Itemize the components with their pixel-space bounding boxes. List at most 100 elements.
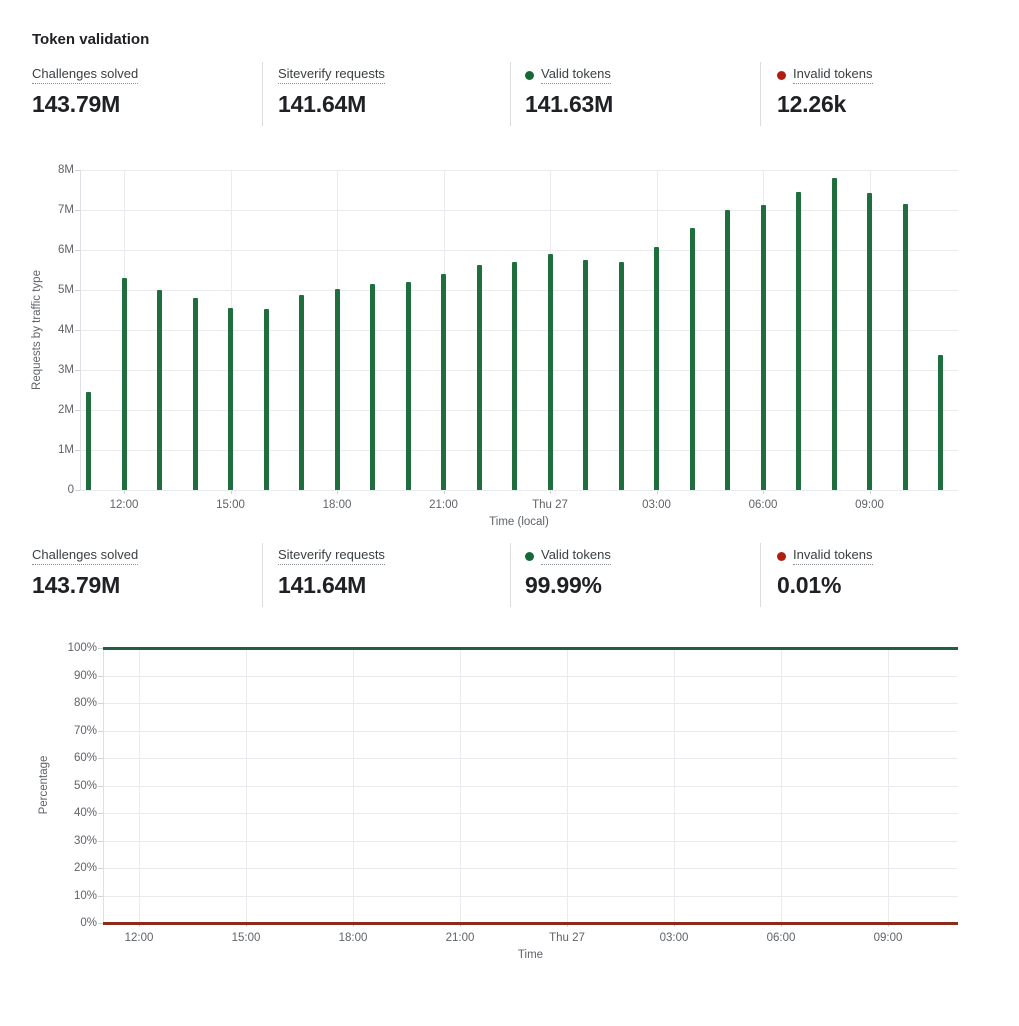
y-axis-tick bbox=[75, 290, 80, 291]
bar-08:00[interactable] bbox=[831, 178, 837, 490]
line-chart-plot-area[interactable] bbox=[103, 646, 958, 925]
valid-tokens-line[interactable] bbox=[103, 646, 958, 650]
bar-chart-plot-area[interactable] bbox=[80, 170, 958, 491]
invalid-tokens-line[interactable] bbox=[103, 921, 958, 925]
stat-valid-tokens-pct: Valid tokens 99.99% bbox=[525, 547, 750, 599]
bar-21:00[interactable] bbox=[441, 274, 446, 490]
y-axis-tick bbox=[98, 895, 103, 897]
y-axis-tick bbox=[75, 250, 80, 251]
stat-siteverify-requests: Siteverify requests 141.64M bbox=[278, 66, 503, 118]
y-tick-label: 0 bbox=[67, 484, 74, 496]
stat-label: Siteverify requests bbox=[278, 547, 503, 565]
stat-value: 141.64M bbox=[278, 91, 367, 117]
stat-label-text[interactable]: Siteverify requests bbox=[278, 547, 385, 565]
bar-04:00[interactable] bbox=[689, 228, 695, 490]
x-axis-tick bbox=[443, 490, 445, 494]
gridline-vertical bbox=[139, 648, 140, 923]
bar-13:00[interactable] bbox=[157, 290, 162, 490]
y-tick-label: 1M bbox=[58, 444, 74, 456]
stat-invalid-tokens-pct: Invalid tokens 0.01% bbox=[777, 547, 1002, 599]
gridline-horizontal bbox=[103, 813, 958, 814]
y-tick-label: 90% bbox=[73, 669, 97, 682]
bar-15:00[interactable] bbox=[228, 308, 233, 490]
y-axis-tick bbox=[98, 923, 103, 924]
y-axis-tick bbox=[75, 210, 80, 211]
bar-Thu 27[interactable] bbox=[547, 254, 553, 490]
stat-divider bbox=[262, 62, 263, 126]
invalid-tokens-dot-icon bbox=[777, 551, 786, 561]
stat-label-text[interactable]: Invalid tokens bbox=[793, 547, 873, 565]
stat-label: Challenges solved bbox=[32, 66, 257, 84]
stat-label: Valid tokens bbox=[525, 547, 750, 565]
y-tick-label: 40% bbox=[73, 807, 97, 819]
gridline-horizontal bbox=[80, 370, 958, 371]
bar-11:00[interactable] bbox=[938, 354, 943, 490]
stat-label-text[interactable]: Valid tokens bbox=[541, 66, 611, 84]
page-title: Token validation bbox=[32, 31, 150, 48]
gridline-horizontal bbox=[103, 675, 958, 677]
y-axis-tick bbox=[98, 675, 103, 677]
bar-23:00[interactable] bbox=[512, 262, 517, 490]
bar-07:00[interactable] bbox=[796, 192, 801, 490]
bar-11:00[interactable] bbox=[86, 392, 91, 490]
y-axis-line bbox=[80, 170, 81, 490]
bar-10:00[interactable] bbox=[902, 204, 908, 490]
x-axis-tick bbox=[124, 490, 125, 494]
bar-22:00[interactable] bbox=[476, 264, 482, 490]
y-axis-tick bbox=[75, 410, 80, 411]
stat-label: Invalid tokens bbox=[777, 66, 1002, 84]
x-axis-tick bbox=[246, 923, 247, 927]
gridline-horizontal bbox=[80, 290, 958, 291]
x-axis-tick bbox=[337, 490, 338, 494]
gridline-horizontal bbox=[103, 840, 958, 842]
gridline-horizontal bbox=[103, 785, 958, 787]
stat-value: 141.63M bbox=[525, 91, 614, 117]
y-tick-label: 70% bbox=[73, 724, 97, 737]
bar-01:00[interactable] bbox=[583, 260, 588, 490]
stat-challenges-solved: Challenges solved 143.79M bbox=[32, 66, 257, 118]
x-axis-tick bbox=[567, 923, 568, 927]
y-axis-tick bbox=[75, 330, 80, 331]
bar-16:00[interactable] bbox=[263, 308, 269, 490]
gridline-horizontal bbox=[103, 758, 958, 759]
bar-06:00[interactable] bbox=[760, 205, 766, 490]
x-axis-tick bbox=[230, 490, 232, 494]
gridline-horizontal bbox=[80, 250, 958, 251]
stat-label-text[interactable]: Valid tokens bbox=[541, 547, 611, 565]
bar-02:00[interactable] bbox=[618, 262, 624, 490]
stat-value: 143.79M bbox=[32, 91, 121, 117]
y-axis-tick bbox=[75, 170, 80, 171]
y-tick-label: 10% bbox=[73, 889, 97, 902]
x-axis-tick bbox=[353, 923, 354, 927]
bar-18:00[interactable] bbox=[334, 289, 340, 490]
bar-17:00[interactable] bbox=[299, 294, 304, 490]
x-tick-label: 09:00 bbox=[855, 499, 884, 511]
stat-value: 99.99% bbox=[525, 572, 602, 598]
bar-05:00[interactable] bbox=[725, 210, 730, 490]
bar-03:00[interactable] bbox=[654, 246, 659, 490]
stat-label-text[interactable]: Invalid tokens bbox=[793, 66, 873, 84]
y-axis-tick bbox=[98, 813, 103, 814]
stat-label-text[interactable]: Challenges solved bbox=[32, 66, 139, 84]
stat-label: Challenges solved bbox=[32, 547, 257, 565]
stat-label-text[interactable]: Siteverify requests bbox=[278, 66, 385, 84]
stat-value: 0.01% bbox=[777, 572, 842, 598]
bar-20:00[interactable] bbox=[405, 282, 411, 490]
bar-14:00[interactable] bbox=[192, 298, 198, 490]
x-tick-label: 12:00 bbox=[109, 499, 139, 511]
x-tick-label: 09:00 bbox=[873, 932, 903, 944]
stat-label: Valid tokens bbox=[525, 66, 750, 84]
bar-19:00[interactable] bbox=[370, 284, 375, 490]
gridline-horizontal bbox=[80, 170, 958, 171]
y-axis-tick bbox=[98, 758, 103, 759]
valid-tokens-dot-icon bbox=[525, 70, 534, 80]
gridline-vertical bbox=[781, 648, 782, 923]
bar-12:00[interactable] bbox=[121, 278, 127, 490]
bar-09:00[interactable] bbox=[867, 192, 872, 490]
gridline-vertical bbox=[888, 648, 889, 923]
gridline-horizontal bbox=[103, 703, 958, 704]
y-tick-label: 30% bbox=[73, 834, 97, 847]
x-axis-tick bbox=[460, 923, 461, 927]
stat-label-text[interactable]: Challenges solved bbox=[32, 547, 139, 565]
gridline-vertical bbox=[353, 648, 354, 923]
